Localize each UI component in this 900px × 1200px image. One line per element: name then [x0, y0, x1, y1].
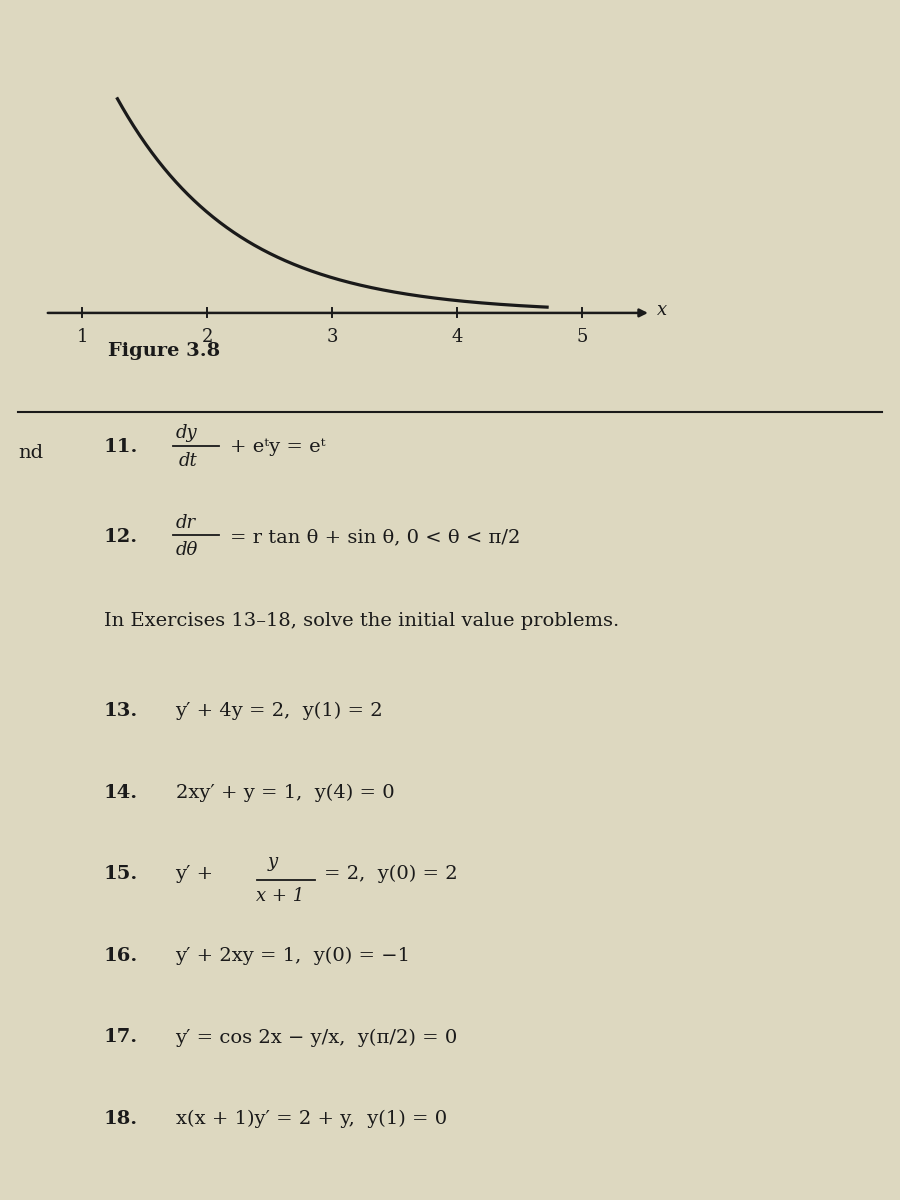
Text: 12.: 12.: [104, 528, 138, 546]
Text: 2: 2: [202, 329, 213, 347]
Text: 3: 3: [327, 329, 338, 347]
Text: dy: dy: [176, 424, 197, 442]
Text: dt: dt: [179, 452, 198, 470]
Text: + eᵗy = eᵗ: + eᵗy = eᵗ: [230, 438, 325, 456]
Text: nd: nd: [18, 444, 43, 462]
Text: 1: 1: [76, 329, 88, 347]
Text: = 2,  y(0) = 2: = 2, y(0) = 2: [324, 865, 457, 883]
Text: x: x: [657, 301, 667, 319]
Text: In Exercises 13–18, solve the initial value problems.: In Exercises 13–18, solve the initial va…: [104, 612, 619, 630]
Text: 2xy′ + y = 1,  y(4) = 0: 2xy′ + y = 1, y(4) = 0: [176, 784, 394, 802]
Text: 11.: 11.: [104, 438, 138, 456]
Text: y′ + 2xy = 1,  y(0) = −1: y′ + 2xy = 1, y(0) = −1: [176, 947, 410, 965]
Text: 14.: 14.: [104, 784, 138, 802]
Text: dθ: dθ: [176, 541, 198, 559]
Text: y: y: [267, 853, 277, 871]
Text: 15.: 15.: [104, 865, 138, 883]
Text: y′ + 4y = 2,  y(1) = 2: y′ + 4y = 2, y(1) = 2: [176, 702, 383, 720]
Text: 18.: 18.: [104, 1110, 138, 1128]
Text: Figure 3.8: Figure 3.8: [108, 342, 220, 360]
Text: dr: dr: [176, 514, 195, 532]
Text: = r tan θ + sin θ, 0 < θ < π/2: = r tan θ + sin θ, 0 < θ < π/2: [230, 528, 520, 546]
Text: y′ = cos 2x − y/x,  y(π/2) = 0: y′ = cos 2x − y/x, y(π/2) = 0: [176, 1028, 458, 1046]
Text: 17.: 17.: [104, 1028, 138, 1046]
Text: x + 1: x + 1: [256, 887, 305, 905]
Text: x(x + 1)y′ = 2 + y,  y(1) = 0: x(x + 1)y′ = 2 + y, y(1) = 0: [176, 1110, 446, 1128]
Text: 4: 4: [452, 329, 463, 347]
Text: y′ +: y′ +: [176, 865, 213, 883]
Text: 16.: 16.: [104, 947, 138, 965]
Text: 13.: 13.: [104, 702, 138, 720]
Text: 5: 5: [576, 329, 588, 347]
